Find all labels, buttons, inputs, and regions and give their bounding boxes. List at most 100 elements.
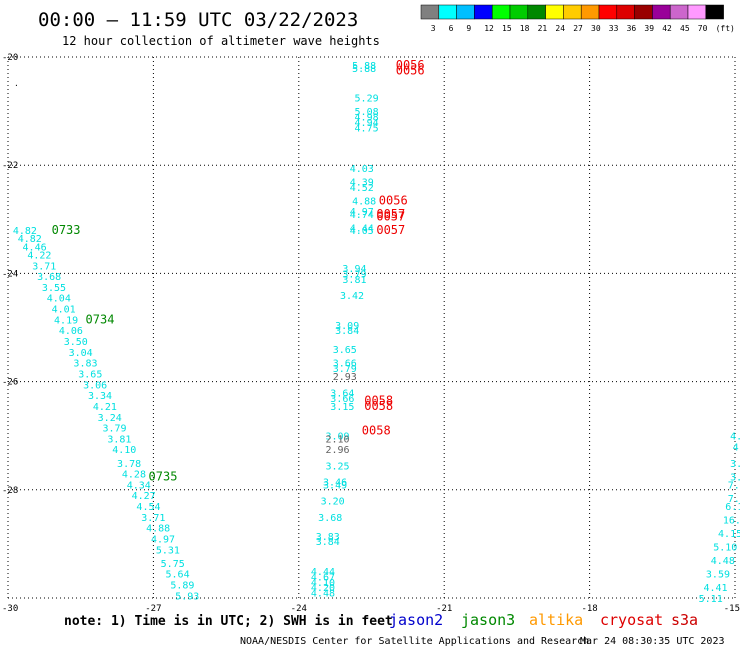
x-tick-label: -30 [2, 604, 18, 614]
colorbar-swatch [669, 4, 689, 20]
swh-value: 4.44 [311, 567, 335, 578]
swh-value: 4.41 [703, 583, 727, 594]
swh-value: 5.11 [699, 594, 723, 605]
swh-value: 7.8 [728, 494, 740, 505]
swh-value: 3.46 [323, 478, 347, 489]
swh-value: 3.79 [103, 424, 127, 435]
swh-value: 4.74 [350, 210, 374, 221]
swh-value: 3.34 [88, 391, 112, 402]
timestamp-text: Mar 24 08:30:35 UTC 2023 [580, 636, 725, 647]
colorbar-swatch [687, 4, 707, 20]
swh-value: 3.09 [325, 432, 349, 443]
swh-value: 16.43 [723, 516, 740, 527]
colorbar-label: 42 [662, 24, 672, 33]
swh-value: 5.93 [175, 591, 199, 602]
swh-value: 3.55 [42, 283, 66, 294]
colorbar-label: 3 [431, 24, 436, 33]
swh-value: 3.42 [340, 291, 364, 302]
colorbar-label: 21 [538, 24, 548, 33]
swh-value: 4.04 [47, 294, 71, 305]
swh-value: 4.22 [27, 250, 51, 261]
colorbar-label: 9 [466, 24, 471, 33]
swh-value: 4.34 [127, 480, 151, 491]
swh-value: 6.13 [725, 502, 740, 513]
swh-value: 3.66 [333, 359, 357, 370]
colorbar-swatch [705, 4, 724, 20]
time-label: 0058 [362, 423, 391, 437]
swh-value: 4.52 [350, 183, 374, 194]
colorbar-label: 36 [627, 24, 637, 33]
swh-value: 3.68 [37, 272, 61, 283]
colorbar-label: 12 [484, 24, 494, 33]
swh-value: 3.25 [325, 461, 349, 472]
swh-value: 3.78 [117, 459, 141, 470]
colorbar-swatch [491, 4, 511, 20]
swh-value: 4.21 [93, 402, 117, 413]
swh-value: 4.82 [18, 234, 42, 245]
swh-value: 4.82 [13, 226, 37, 237]
colorbar-label: 33 [609, 24, 619, 33]
swh-value: 5.75 [161, 559, 185, 570]
swh-value: 4.98 [355, 113, 379, 124]
x-tick-label: -21 [436, 604, 452, 614]
units-note: note: 1) Time is in UTC; 2) SWH is in fe… [64, 614, 393, 629]
swh-value: 5.29 [355, 94, 379, 105]
colorbar-swatch [580, 4, 600, 20]
swh-value: 3.83 [316, 532, 340, 543]
colorbar-swatch [598, 4, 618, 20]
colorbar: 3 6 9 12 15 18 21 24 27 30 33 36 39 42 45 70 (ft) [420, 4, 735, 33]
time-label: 0057 [376, 210, 405, 224]
satellite-legend: jason2 jason3 altika cryosat s3a [389, 611, 698, 629]
swh-value: 4.97 [350, 207, 374, 218]
swh-value: 5.08 [355, 107, 379, 118]
swh-value: 4.88 [352, 196, 376, 207]
swh-value: 4.4 [730, 432, 740, 443]
y-tick-label: -20 [2, 53, 18, 63]
swh-value: 4.48 [311, 589, 335, 600]
colorbar-swatch [545, 4, 564, 20]
colorbar-label: 6 [449, 24, 454, 33]
swh-value: 4.28 [122, 470, 146, 481]
plot-grid [7, 56, 736, 599]
colorbar-label: 18 [520, 24, 530, 33]
swh-value: 4.05 [350, 226, 374, 237]
swh-value: 4.94 [355, 118, 379, 129]
colorbar-swatch [456, 4, 475, 20]
colorbar-label: 70 [698, 24, 708, 33]
colorbar-label: 45 [680, 24, 690, 33]
data-labels: 4.824.824.464.223.713.683.554.044.014.19… [13, 61, 740, 605]
swh-value: 3.71 [32, 261, 56, 272]
time-labels: 0733073407350056005600560057005700570058… [52, 58, 425, 483]
swh-value: 3.84 [335, 326, 359, 337]
swh-value: 4.44 [350, 223, 374, 234]
swh-value: 4.67 [311, 572, 335, 583]
swh-value: 7.9 [728, 480, 740, 491]
swh-value: 3.94 [342, 264, 366, 275]
swh-value: 3.6 [730, 472, 740, 483]
swh-value: 3.09 [335, 321, 359, 332]
time-label: 0733 [52, 223, 81, 237]
swh-value: 4.39 [350, 177, 374, 188]
swh-value: 4.75 [355, 123, 379, 134]
swh-value: 3.20 [321, 497, 345, 508]
swh-value: 2.10 [325, 434, 349, 445]
time-label: 0056 [396, 58, 425, 72]
swh-value: 3.83 [73, 359, 97, 370]
x-tick-label: -15 [724, 604, 740, 614]
chart-subtitle: 12 hour collection of altimeter wave hei… [62, 34, 380, 48]
swh-value: 3.15 [330, 402, 354, 413]
swh-value: 3.68 [318, 513, 342, 524]
y-tick-label: -22 [2, 161, 18, 171]
axis-ticks: -20 -22 -24 -26 -28 -30 -27 -24 -21 -18 -15 [2, 53, 740, 614]
swh-value: 4.19 [54, 315, 78, 326]
swh-value: 3.65 [333, 345, 357, 356]
swh-value: 5.88 [352, 61, 376, 72]
colorbar-swatch [634, 4, 653, 20]
swh-value: 3.59 [706, 570, 730, 581]
stray-mark: . [14, 79, 19, 88]
swh-value: 3.79 [342, 269, 366, 280]
swh-value: 3.81 [107, 434, 131, 445]
colorbar-swatch [438, 4, 457, 20]
swh-value: 4.8 [733, 443, 740, 454]
